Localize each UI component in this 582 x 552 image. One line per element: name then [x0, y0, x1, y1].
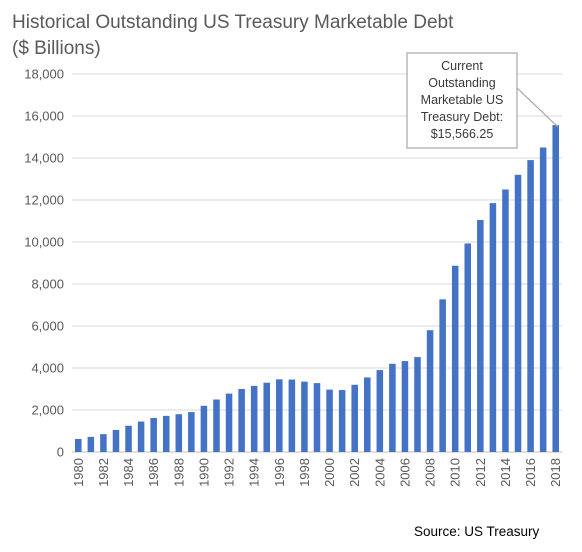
bar-2000: [326, 389, 333, 452]
x-tick-label: 2000: [322, 458, 337, 487]
annotation-text-line: Treasury Debt:: [421, 110, 503, 124]
bar-2018: [552, 125, 559, 452]
chart-title: Historical Outstanding US Treasury Marke…: [12, 10, 492, 62]
annotation-box: [406, 52, 518, 149]
x-tick-label: 1984: [121, 458, 136, 487]
bar-2001: [338, 390, 346, 452]
y-axis-tick-labels: 0 2,000 4,000 6,000 8,000 10,000 12,000 14,000 1…: [24, 67, 64, 460]
bar-1991: [213, 399, 220, 452]
bar-2014: [502, 189, 509, 452]
x-tick-label: 1990: [196, 458, 211, 487]
annotation-text-line: $15,566.25: [431, 127, 494, 141]
bar-1987: [162, 415, 170, 452]
bar-2005: [389, 363, 396, 452]
x-tick-label: 2006: [397, 458, 412, 487]
bar-1992: [225, 393, 233, 452]
bar-1994: [250, 385, 258, 452]
bar-1989: [188, 412, 195, 452]
bar-2008: [426, 330, 434, 452]
y-tick-label: 8,000: [31, 277, 64, 292]
bar-1997: [288, 379, 296, 452]
y-tick-label: 0: [57, 445, 64, 460]
annotation-text-line: Marketable US: [421, 93, 504, 107]
bar-2009: [439, 299, 446, 452]
y-tick-label: 10,000: [24, 235, 64, 250]
y-tick-label: 2,000: [31, 403, 64, 418]
bar-2011: [464, 243, 472, 452]
x-tick-label: 1982: [96, 458, 111, 487]
bar-1983: [112, 429, 120, 452]
bar-2012: [477, 219, 484, 452]
bar-1984: [125, 425, 132, 452]
bars: [75, 125, 559, 453]
bar-1990: [200, 405, 208, 452]
x-tick-label: 1986: [146, 458, 161, 487]
bar-1980: [75, 438, 82, 452]
bar-1995: [263, 382, 271, 452]
x-tick-label: 1992: [222, 458, 237, 487]
x-tick-label: 2012: [473, 458, 488, 487]
x-tick-label: 1980: [71, 458, 86, 487]
y-tick-label: 18,000: [24, 67, 64, 82]
bar-2002: [351, 384, 358, 452]
bar-1993: [238, 389, 245, 452]
y-tick-label: 6,000: [31, 319, 64, 334]
bar-2006: [401, 361, 409, 452]
bar-1998: [301, 381, 308, 452]
y-tick-label: 14,000: [24, 151, 64, 166]
bar-2013: [489, 203, 497, 452]
annotation-text-line: Current: [441, 59, 483, 73]
x-axis-tick-labels: 1980 1982 1984 1986 1988 1990 1992 1994 1996 1998…: [71, 458, 563, 487]
bar-2003: [363, 377, 371, 452]
x-tick-label: 2014: [498, 458, 513, 487]
bar-1996: [276, 379, 283, 452]
x-tick-label: 2004: [372, 458, 387, 487]
x-tick-label: 2010: [448, 458, 463, 487]
source-note: Source: US Treasury: [414, 524, 540, 539]
annotation-leader-line: [516, 87, 559, 128]
bar-1988: [175, 414, 183, 452]
y-tick-label: 12,000: [24, 193, 64, 208]
chart-title-line-2: ($ Billions): [12, 38, 101, 59]
y-tick-label: 16,000: [24, 109, 64, 124]
bar-1986: [150, 417, 157, 452]
bar-2010: [451, 265, 459, 452]
bar-1982: [100, 434, 107, 452]
x-tick-label: 2018: [548, 458, 563, 487]
x-tick-label: 2016: [523, 458, 538, 487]
x-tick-label: 2002: [347, 458, 362, 487]
bar-1999: [313, 383, 321, 452]
chart-title-line-1: Historical Outstanding US Treasury Marke…: [12, 12, 454, 33]
bar-1981: [87, 436, 95, 452]
bar-2017: [539, 147, 547, 452]
x-tick-label: 1994: [247, 458, 262, 487]
bar-2015: [514, 174, 522, 453]
x-tick-label: 2008: [423, 458, 438, 487]
y-tick-label: 4,000: [31, 361, 64, 376]
annotation-callout: Current Outstanding Marketable US Treasury …: [406, 52, 559, 149]
bar-2007: [414, 357, 421, 452]
bar-2016: [527, 160, 534, 452]
annotation-text-line: Outstanding: [428, 76, 495, 90]
bar-1985: [137, 421, 145, 452]
bar-2004: [376, 370, 384, 452]
x-tick-label: 1998: [297, 458, 312, 487]
x-tick-label: 1996: [272, 458, 287, 487]
x-tick-label: 1988: [171, 458, 186, 487]
